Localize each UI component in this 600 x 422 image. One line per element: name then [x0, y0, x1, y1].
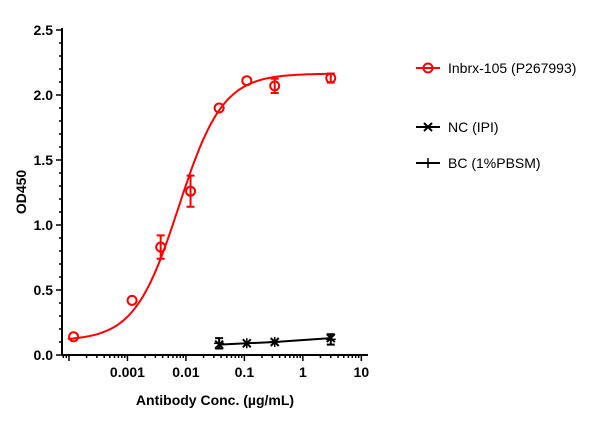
- data-point: [214, 338, 225, 349]
- error-bar-line: [156, 234, 165, 260]
- legend-label: Inbrx-105 (P267993): [448, 60, 576, 76]
- data-point: [241, 75, 253, 87]
- plus-marker: [423, 158, 433, 168]
- data-point: [155, 241, 167, 253]
- data-point: [269, 337, 280, 347]
- error-bar-line: [186, 174, 195, 208]
- fit-curve: [67, 72, 331, 340]
- plus-marker: [214, 338, 225, 349]
- data-point: [423, 158, 433, 168]
- x-tick-label: 1: [299, 364, 307, 380]
- x-marker: [423, 122, 433, 132]
- axes: 0.0 0.5 1.0 1.5 2.0 2.5 0.001 0.01 0.1 1 10: [34, 22, 370, 380]
- y-tick-label: 1.5: [34, 152, 54, 168]
- data-point: [126, 294, 138, 306]
- legend-item-2: BC (1%PBSM): [416, 155, 541, 171]
- x-axis-label: Antibody Conc. (µg/mL): [136, 392, 294, 408]
- data-point: [269, 80, 281, 92]
- series-2: [214, 333, 336, 350]
- error-bar: [186, 174, 195, 208]
- y-tick-label: 0.0: [34, 347, 54, 363]
- y-tick-label: 2.0: [34, 87, 54, 103]
- legend-label: NC (IPI): [448, 119, 499, 135]
- series-line: [219, 337, 331, 346]
- series-0: [67, 72, 337, 343]
- data-point: [68, 331, 80, 343]
- x-tick-label: 0.01: [172, 364, 199, 380]
- plus-marker: [241, 338, 252, 349]
- legend: Inbrx-105 (P267993) NC (IPI) BC (1%PBSM): [416, 60, 576, 171]
- error-bar: [156, 234, 165, 260]
- data-point: [185, 185, 197, 197]
- plus-marker: [269, 337, 280, 347]
- legend-item-0: Inbrx-105 (P267993): [416, 60, 576, 76]
- data-point: [241, 338, 252, 349]
- data-point: [325, 334, 336, 345]
- x-tick-label: 10: [354, 364, 370, 380]
- data-point: [325, 72, 337, 84]
- x-tick-label: 0.1: [235, 364, 255, 380]
- legend-label: BC (1%PBSM): [448, 155, 541, 171]
- y-tick-label: 0.5: [34, 282, 54, 298]
- plus-marker: [325, 334, 336, 345]
- x-tick-label: 0.001: [110, 364, 145, 380]
- plot-area: [67, 72, 337, 350]
- y-tick-label: 1.0: [34, 217, 54, 233]
- data-point: [213, 102, 225, 114]
- data-point: [422, 62, 434, 74]
- legend-item-1: NC (IPI): [416, 119, 499, 135]
- data-point: [423, 122, 433, 132]
- y-tick-label: 2.5: [34, 22, 54, 38]
- y-axis-label: OD450: [13, 170, 29, 215]
